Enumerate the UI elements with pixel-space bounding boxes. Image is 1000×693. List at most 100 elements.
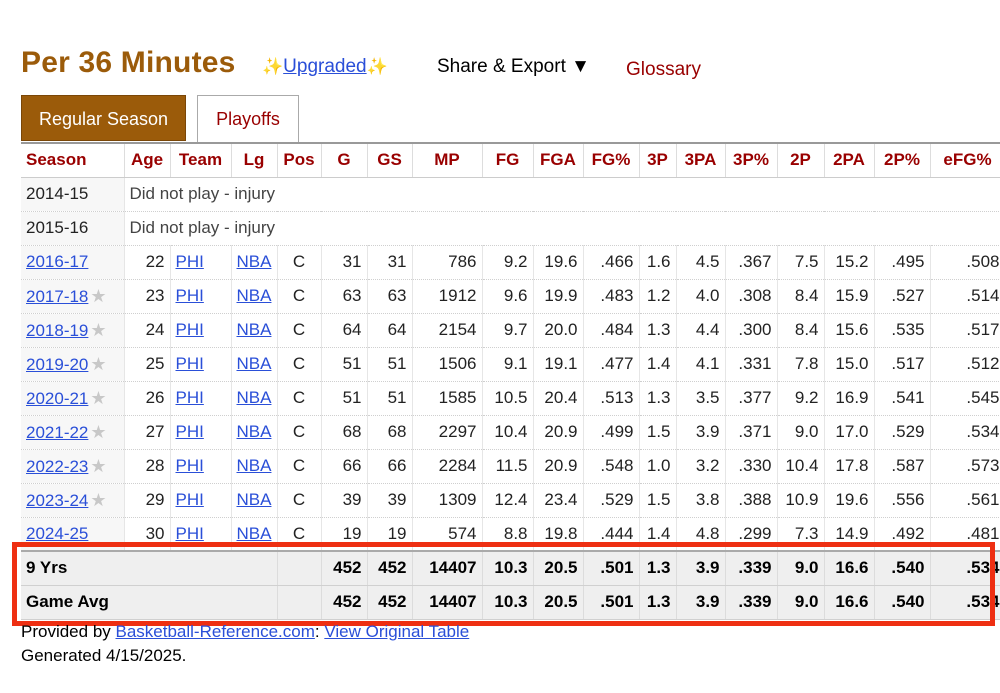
stat-cell-p2a: 17.8 <box>824 449 875 484</box>
league-link[interactable]: NBA <box>236 388 272 407</box>
stat-cell-gs: 31 <box>367 245 413 280</box>
position-cell: C <box>277 415 322 450</box>
table-row: 2020-21 ★ 26 PHI NBA C 51 51 1585 10.5 20.4.513 1.3… <box>21 381 1000 416</box>
season-link[interactable]: 2023-24 <box>26 490 89 510</box>
league-link[interactable]: NBA <box>236 354 272 373</box>
league-link[interactable]: NBA <box>236 422 272 441</box>
stat-cell-gs: 39 <box>367 483 413 518</box>
season-link[interactable]: 2022-23 <box>26 456 89 476</box>
glossary-link[interactable]: Glossary <box>626 59 701 80</box>
season-link[interactable]: 2020-21 <box>26 388 89 408</box>
source-link[interactable]: Basketball-Reference.com <box>115 622 315 641</box>
table-summary: 9 Yrs 452 452 14407 10.3 20.5.501 1.3 3.9.339 9.… <box>21 550 1000 620</box>
team-link[interactable]: PHI <box>175 490 204 509</box>
stat-cell-p3: 1.2 <box>639 279 677 314</box>
stat-cell-p3p: .308 <box>725 279 778 314</box>
provided-by-line: Provided by Basketball-Reference.com: Vi… <box>21 620 469 644</box>
stat-cell-p2: 10.9 <box>777 483 825 518</box>
league-cell: NBA <box>231 449 278 484</box>
column-header[interactable]: 3P <box>639 144 677 178</box>
team-link[interactable]: PHI <box>175 456 204 475</box>
team-link[interactable]: PHI <box>175 388 204 407</box>
stat-cell-fga: 19.6 <box>533 245 584 280</box>
age-cell: 29 <box>124 483 171 518</box>
column-header[interactable]: Age <box>124 144 171 178</box>
column-header[interactable]: 2P <box>777 144 825 178</box>
stat-cell-fg: 10.5 <box>482 381 534 416</box>
stat-cell-p3p: .377 <box>725 381 778 416</box>
league-cell: NBA <box>231 415 278 450</box>
column-header[interactable]: Season <box>21 144 125 178</box>
team-link[interactable]: PHI <box>175 354 204 373</box>
league-cell: NBA <box>231 279 278 314</box>
stat-cell-g: 66 <box>321 449 368 484</box>
season-link[interactable]: 2019-20 <box>26 354 89 374</box>
column-header[interactable]: Lg <box>231 144 278 178</box>
league-link[interactable]: NBA <box>236 286 272 305</box>
stat-cell-mp: 1309 <box>412 483 483 518</box>
summary-row: 9 Yrs 452 452 14407 10.3 20.5.501 1.3 3.9.339 9.… <box>21 550 1000 586</box>
upgraded-badge: ✨Upgraded✨ <box>262 56 388 78</box>
league-link[interactable]: NBA <box>236 252 272 271</box>
position-cell: C <box>277 449 322 484</box>
season-link[interactable]: 2018-19 <box>26 320 89 340</box>
stat-cell-p2: 8.4 <box>777 313 825 348</box>
column-header[interactable]: MP <box>412 144 483 178</box>
column-header[interactable]: eFG% <box>930 144 1000 178</box>
stat-cell-gs: 68 <box>367 415 413 450</box>
stat-cell-g: 68 <box>321 415 368 450</box>
league-link[interactable]: NBA <box>236 523 272 543</box>
stat-cell-p3: 1.0 <box>639 449 677 484</box>
team-link[interactable]: PHI <box>175 286 204 305</box>
stat-cell-p2: 7.8 <box>777 347 825 382</box>
stat-cell-fga: 19.8 <box>533 517 584 552</box>
team-link[interactable]: PHI <box>175 523 204 543</box>
column-header[interactable]: FGA <box>533 144 584 178</box>
team-link[interactable]: PHI <box>175 320 204 339</box>
summary-cell-fga: 20.5 <box>533 585 584 620</box>
column-header[interactable]: GS <box>367 144 413 178</box>
view-original-link[interactable]: View Original Table <box>324 622 470 641</box>
season-link[interactable]: 2021-22 <box>26 422 89 442</box>
stat-cell-p3a: 3.5 <box>676 381 726 416</box>
stat-cell-efg: .573 <box>930 449 1000 484</box>
column-header[interactable]: Team <box>170 144 232 178</box>
column-header[interactable]: Pos <box>277 144 322 178</box>
season-cell: 2018-19 ★ <box>21 313 125 348</box>
season-link[interactable]: 2016-17 <box>26 252 89 271</box>
table-row: 2022-23 ★ 28 PHI NBA C 66 66 2284 11.5 20.9.548 1.0… <box>21 449 1000 484</box>
tab-playoffs[interactable]: Playoffs <box>197 95 299 143</box>
summary-cell-mp: 14407 <box>412 585 483 620</box>
stat-cell-p3: 1.5 <box>639 483 677 518</box>
column-header[interactable]: 2PA <box>824 144 875 178</box>
column-header[interactable]: FG% <box>583 144 640 178</box>
league-link[interactable]: NBA <box>236 456 272 475</box>
upgraded-link[interactable]: Upgraded <box>283 56 367 77</box>
tab-regular-season[interactable]: Regular Season <box>21 95 186 141</box>
stat-cell-fga: 20.4 <box>533 381 584 416</box>
all-star-icon: ★ <box>90 489 107 510</box>
stat-cell-g: 19 <box>321 517 368 552</box>
summary-cell-gs: 452 <box>367 585 413 620</box>
stat-cell-g: 64 <box>321 313 368 348</box>
stat-cell-mp: 574 <box>412 517 483 552</box>
column-header[interactable]: 2P% <box>874 144 931 178</box>
summary-cell-p3a: 3.9 <box>676 585 726 620</box>
column-header[interactable]: FG <box>482 144 534 178</box>
column-header[interactable]: G <box>321 144 368 178</box>
stat-cell-mp: 1912 <box>412 279 483 314</box>
season-link[interactable]: 2017-18 <box>26 286 89 306</box>
season-link[interactable]: 2024-25 <box>26 523 89 543</box>
column-header[interactable]: 3P% <box>725 144 778 178</box>
age-cell: 25 <box>124 347 171 382</box>
team-link[interactable]: PHI <box>175 422 204 441</box>
summary-cell-p2: 9.0 <box>777 550 825 586</box>
column-header[interactable]: 3PA <box>676 144 726 178</box>
league-link[interactable]: NBA <box>236 320 272 339</box>
stat-cell-fga: 19.9 <box>533 279 584 314</box>
stat-cell-fgp: .499 <box>583 415 640 450</box>
team-link[interactable]: PHI <box>175 252 204 271</box>
league-link[interactable]: NBA <box>236 490 272 509</box>
stat-cell-p3p: .331 <box>725 347 778 382</box>
share-export-menu[interactable]: Share & Export ▼ <box>437 56 590 77</box>
